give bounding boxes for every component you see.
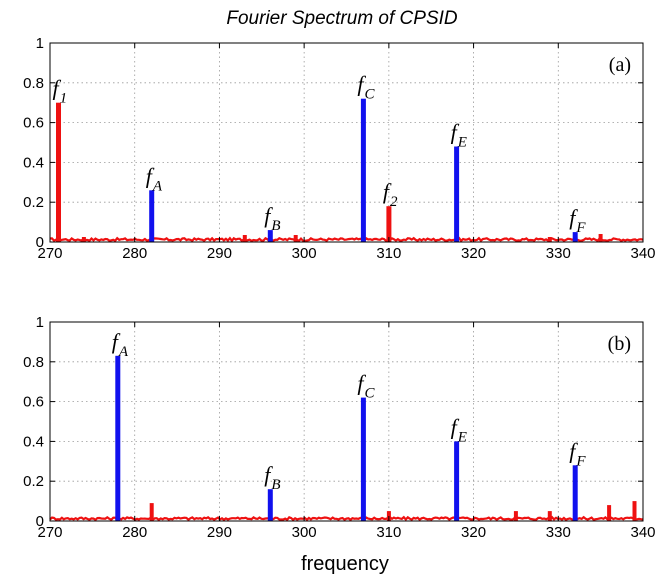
spectral-peak-b-blue-278 xyxy=(115,355,121,521)
spectral-peak-a-blue-332 xyxy=(572,232,578,242)
spectral-peak-a-red-274 xyxy=(81,237,86,242)
x-tick-label-b-330: 330 xyxy=(546,524,571,541)
peak-label-a-A: fA xyxy=(146,163,163,194)
x-tick-label-b-340: 340 xyxy=(630,524,655,541)
y-tick-label-a-0: 0 xyxy=(36,234,44,251)
peak-label-a-F: fF xyxy=(569,205,586,236)
spectral-peak-b-blue-296 xyxy=(267,489,273,521)
peak-label-sub-a-2: 2 xyxy=(390,194,398,210)
peak-label-b-B: fB xyxy=(264,462,280,493)
x-tick-label-b-290: 290 xyxy=(207,524,232,541)
spectral-peak-b-red-325 xyxy=(513,511,518,521)
x-axis-label: frequency xyxy=(301,553,389,575)
y-tick-label-b-0: 0 xyxy=(36,513,44,530)
y-tick-label-a-0.4: 0.4 xyxy=(23,154,44,171)
x-tick-label-b-320: 320 xyxy=(461,524,486,541)
spectral-peak-a-blue-282 xyxy=(149,190,155,242)
spectral-peak-a-red-335 xyxy=(598,234,603,242)
peak-label-b-C: fC xyxy=(357,371,375,402)
panel-label-b: (b) xyxy=(608,333,631,355)
noise-baseline-b xyxy=(49,515,644,522)
spectral-peak-a-red-299 xyxy=(293,235,298,242)
y-tick-label-b-0.8: 0.8 xyxy=(23,354,44,371)
x-tick-label-a-330: 330 xyxy=(546,245,571,262)
panel-label-a: (a) xyxy=(609,54,631,76)
peak-label-a-B: fB xyxy=(264,203,280,234)
spectral-peak-a-red-310 xyxy=(386,206,392,242)
peak-label-a-C: fC xyxy=(357,72,375,103)
peak-label-sub-a-A: A xyxy=(152,178,163,194)
x-tick-label-b-300: 300 xyxy=(292,524,317,541)
y-tick-label-b-0.6: 0.6 xyxy=(23,394,44,411)
x-tick-label-a-320: 320 xyxy=(461,245,486,262)
y-tick-label-b-0.2: 0.2 xyxy=(23,473,44,490)
y-tick-label-a-0.8: 0.8 xyxy=(23,75,44,92)
x-tick-label-a-270: 270 xyxy=(37,245,62,262)
peak-label-sub-a-C: C xyxy=(365,87,376,103)
y-tick-label-a-0.6: 0.6 xyxy=(23,115,44,132)
peak-label-b-E: fE xyxy=(451,414,467,445)
peak-label-b-A: fA xyxy=(112,329,129,360)
spectral-peak-b-blue-307 xyxy=(360,397,366,521)
peak-label-sub-b-E: E xyxy=(457,429,467,445)
panel-a: f1 f2 fA fB fC fE fF 270 280 290 300 310 320 330 340 0 0… xyxy=(23,35,655,262)
axes-frame-a xyxy=(49,42,644,243)
spectral-peak-a-blue-318 xyxy=(454,146,460,242)
peak-label-sub-b-A: A xyxy=(118,344,129,360)
peak-label-sub-a-1: 1 xyxy=(60,91,68,107)
axes-frame-b xyxy=(49,321,644,522)
spectral-peak-b-blue-318 xyxy=(454,441,460,521)
peak-label-b-F: fF xyxy=(569,438,586,469)
peak-label-a-E: fE xyxy=(451,120,467,151)
x-tick-label-a-300: 300 xyxy=(292,245,317,262)
noise-baseline-a xyxy=(49,236,644,243)
peak-label-sub-a-E: E xyxy=(457,135,467,151)
peak-label-sub-b-B: B xyxy=(271,477,280,493)
x-tick-label-b-310: 310 xyxy=(376,524,401,541)
spectral-peak-b-red-329 xyxy=(547,511,552,521)
y-tick-label-a-0.2: 0.2 xyxy=(23,194,44,211)
x-tick-label-b-270: 270 xyxy=(37,524,62,541)
spectral-peak-b-red-336 xyxy=(607,505,612,521)
x-tick-label-a-310: 310 xyxy=(376,245,401,262)
spectral-peak-b-blue-332 xyxy=(572,465,578,521)
peak-label-sub-a-B: B xyxy=(271,218,280,234)
x-tick-label-a-340: 340 xyxy=(630,245,655,262)
x-tick-label-a-290: 290 xyxy=(207,245,232,262)
peak-label-a-2: f2 xyxy=(383,179,398,210)
chart-title: Fourier Spectrum of CPSID xyxy=(226,8,458,29)
y-tick-label-a-1: 1 xyxy=(36,35,44,52)
peak-label-a-1: f1 xyxy=(53,76,68,107)
peak-label-sub-b-C: C xyxy=(365,386,376,402)
x-tick-label-b-280: 280 xyxy=(122,524,147,541)
spectral-peak-a-red-293 xyxy=(242,235,247,242)
spectral-peak-b-red-282 xyxy=(149,503,154,521)
spectral-peak-a-red-271 xyxy=(56,102,61,242)
spectral-peak-b-red-339 xyxy=(632,501,637,521)
peak-label-sub-b-F: F xyxy=(575,453,586,469)
x-tick-label-a-280: 280 xyxy=(122,245,147,262)
spectral-peak-a-red-329 xyxy=(547,237,552,242)
peak-label-sub-a-F: F xyxy=(575,220,586,236)
spectral-peak-a-blue-307 xyxy=(360,98,366,242)
y-tick-label-b-1: 1 xyxy=(36,314,44,331)
y-tick-label-b-0.4: 0.4 xyxy=(23,433,44,450)
panel-b: fA fB fC fE fF 270 280 290 300 310 320 330 340 0 0.2 0.… xyxy=(23,314,655,541)
spectral-peak-a-blue-296 xyxy=(267,230,273,242)
